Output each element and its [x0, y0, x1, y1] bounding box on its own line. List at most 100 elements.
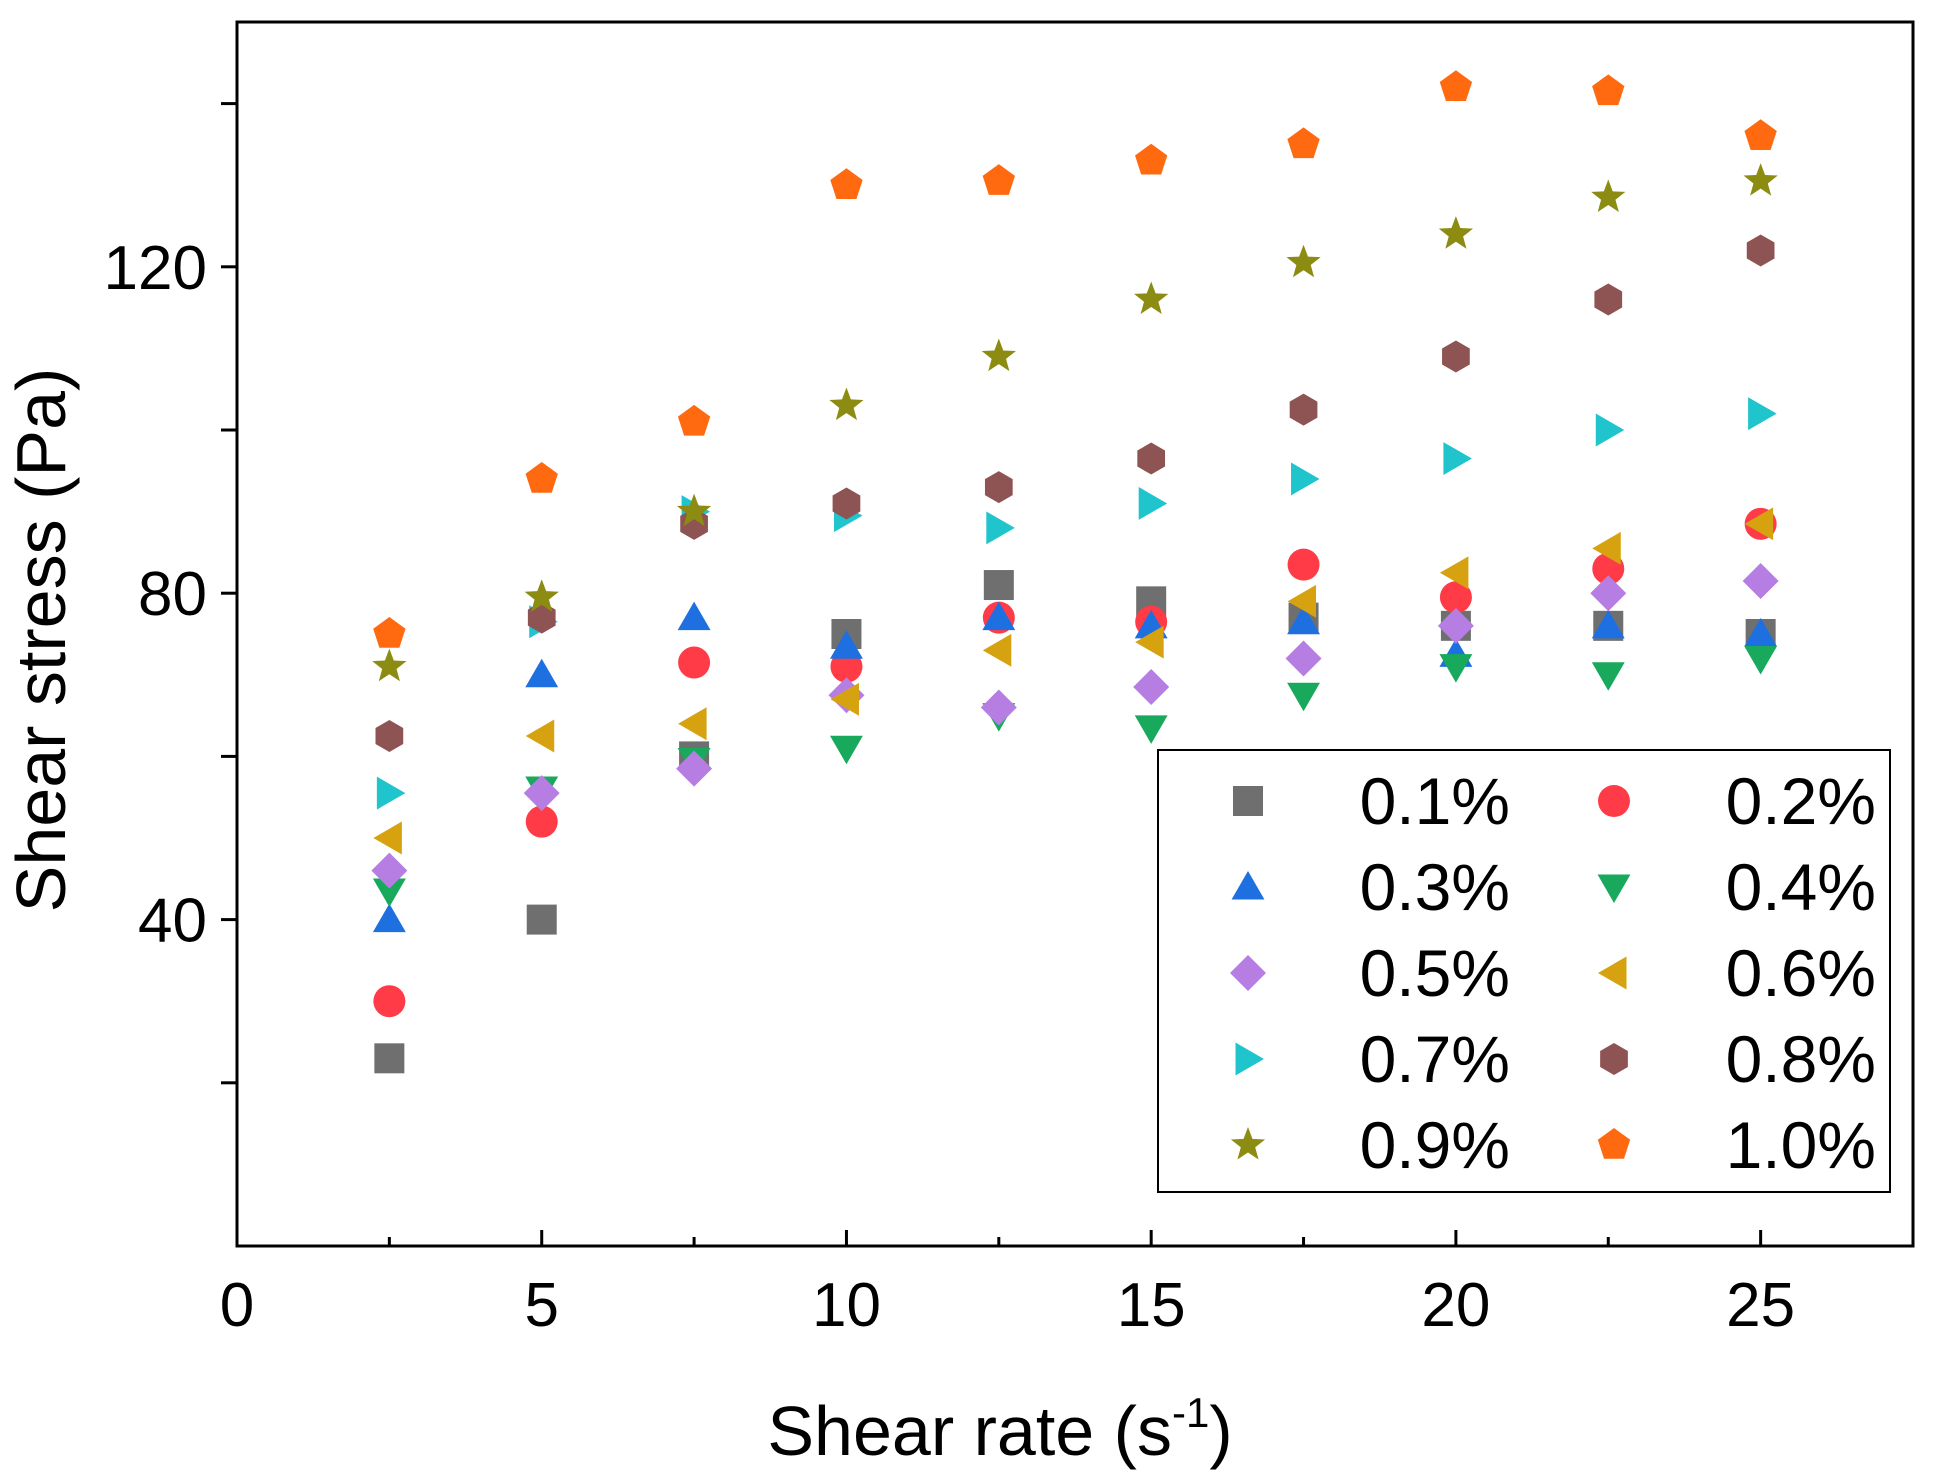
- data-point: [982, 164, 1015, 195]
- data-point: [1287, 682, 1320, 712]
- data-point: [1439, 556, 1469, 590]
- data-point: [1439, 654, 1473, 683]
- legend-item: 1.0%: [1597, 1108, 1876, 1182]
- legend-label: 0.7%: [1360, 1022, 1510, 1096]
- legend-marker: [1597, 874, 1631, 903]
- legend-marker: [1231, 871, 1265, 900]
- legend-label: 0.3%: [1360, 850, 1510, 924]
- data-point: [986, 511, 1015, 545]
- legend-item: 0.9%: [1230, 1108, 1510, 1182]
- data-point: [1287, 605, 1320, 635]
- data-point: [1594, 283, 1623, 316]
- data-point: [1287, 584, 1317, 618]
- data-point: [1590, 575, 1627, 612]
- data-point: [677, 404, 711, 436]
- data-point: [372, 648, 407, 682]
- y-tick-label: 40: [138, 887, 207, 956]
- data-point: [1742, 562, 1779, 599]
- data-point: [832, 487, 861, 520]
- data-point: [373, 985, 406, 1018]
- plot-frame: [235, 20, 1915, 1248]
- data-point: [526, 904, 557, 935]
- data-point: [677, 601, 711, 631]
- data-point: [525, 461, 558, 493]
- data-point: [372, 903, 406, 933]
- data-point: [1442, 340, 1470, 373]
- x-axis-title-main: Shear rate (s: [767, 1392, 1172, 1470]
- legend-item: 0.6%: [1598, 936, 1876, 1010]
- data-point: [830, 168, 863, 199]
- data-point: [1287, 548, 1320, 581]
- data-point: [984, 471, 1013, 504]
- data-point: [1287, 127, 1320, 159]
- data-point: [374, 1043, 405, 1074]
- legend-marker: [1233, 786, 1263, 816]
- data-point: [1744, 618, 1778, 647]
- data-point: [983, 570, 1014, 601]
- legend-marker: [1235, 1042, 1264, 1076]
- legend-item: 0.4%: [1597, 850, 1876, 924]
- y-axis-title: Shear stress (Pa): [2, 368, 80, 913]
- y-tick-label: 120: [104, 234, 207, 303]
- legend-label: 0.1%: [1360, 764, 1510, 838]
- data-point: [373, 821, 402, 855]
- data-point: [372, 878, 406, 908]
- data-point: [1592, 74, 1625, 106]
- legend-marker: [1598, 785, 1630, 817]
- data-point: [1291, 462, 1320, 496]
- data-point: [523, 775, 560, 812]
- data-point: [1744, 507, 1774, 541]
- x-tick-label: 20: [1421, 1271, 1490, 1340]
- series-0-6pct: [373, 507, 1774, 855]
- data-point: [1439, 581, 1472, 614]
- data-point: [830, 682, 859, 716]
- series-1-0pct: [373, 70, 1777, 648]
- legend-marker: [1230, 1127, 1266, 1160]
- data-point: [1134, 715, 1168, 744]
- data-point: [375, 720, 404, 752]
- x-tick-label: 5: [524, 1271, 558, 1340]
- legend-label: 0.6%: [1726, 936, 1876, 1010]
- data-point: [1137, 442, 1166, 475]
- legend-label: 0.4%: [1726, 850, 1876, 924]
- data-point: [678, 707, 707, 741]
- data-point: [829, 387, 864, 421]
- legend-label: 0.5%: [1360, 936, 1510, 1010]
- x-tick-label: 15: [1117, 1271, 1186, 1340]
- data-point: [1592, 531, 1621, 565]
- x-axis-title: Shear rate (s-1): [767, 1389, 1232, 1470]
- data-point: [525, 719, 555, 753]
- legend-marker: [1597, 1128, 1631, 1159]
- data-point: [1591, 609, 1625, 639]
- data-point: [1138, 486, 1168, 520]
- data-point: [1595, 413, 1625, 447]
- data-point: [1743, 163, 1778, 196]
- legend-item: 0.8%: [1600, 1022, 1876, 1096]
- legend-item: 0.7%: [1235, 1022, 1510, 1096]
- data-point: [373, 617, 406, 648]
- data-point: [1744, 119, 1777, 150]
- data-point: [1591, 662, 1625, 691]
- series-0-9pct: [372, 163, 1778, 682]
- data-point: [982, 601, 1016, 631]
- x-axis-title-superscript: -1: [1172, 1389, 1209, 1436]
- legend-item: 0.1%: [1233, 764, 1510, 838]
- data-point: [1135, 625, 1164, 659]
- x-axis-title-suffix: ): [1209, 1392, 1232, 1470]
- data-point: [678, 646, 711, 679]
- legend-label: 0.8%: [1726, 1022, 1876, 1096]
- data-point: [980, 689, 1017, 726]
- legend-layer: 0.1% 0.2% 0.3% 0.4% 0.5% 0.6% 0.7% 0.8% 0.9% 1.0%: [1157, 749, 1891, 1193]
- legend-item: 0.2%: [1598, 764, 1876, 838]
- data-point: [524, 579, 559, 612]
- data-point: [1439, 70, 1473, 102]
- data-point: [1134, 281, 1169, 314]
- data-point: [1286, 244, 1321, 278]
- legend-item: 0.3%: [1231, 850, 1510, 924]
- data-point: [525, 805, 558, 838]
- legend-marker: [1598, 956, 1627, 990]
- legend-marker: [1230, 955, 1266, 991]
- data-point: [527, 601, 556, 634]
